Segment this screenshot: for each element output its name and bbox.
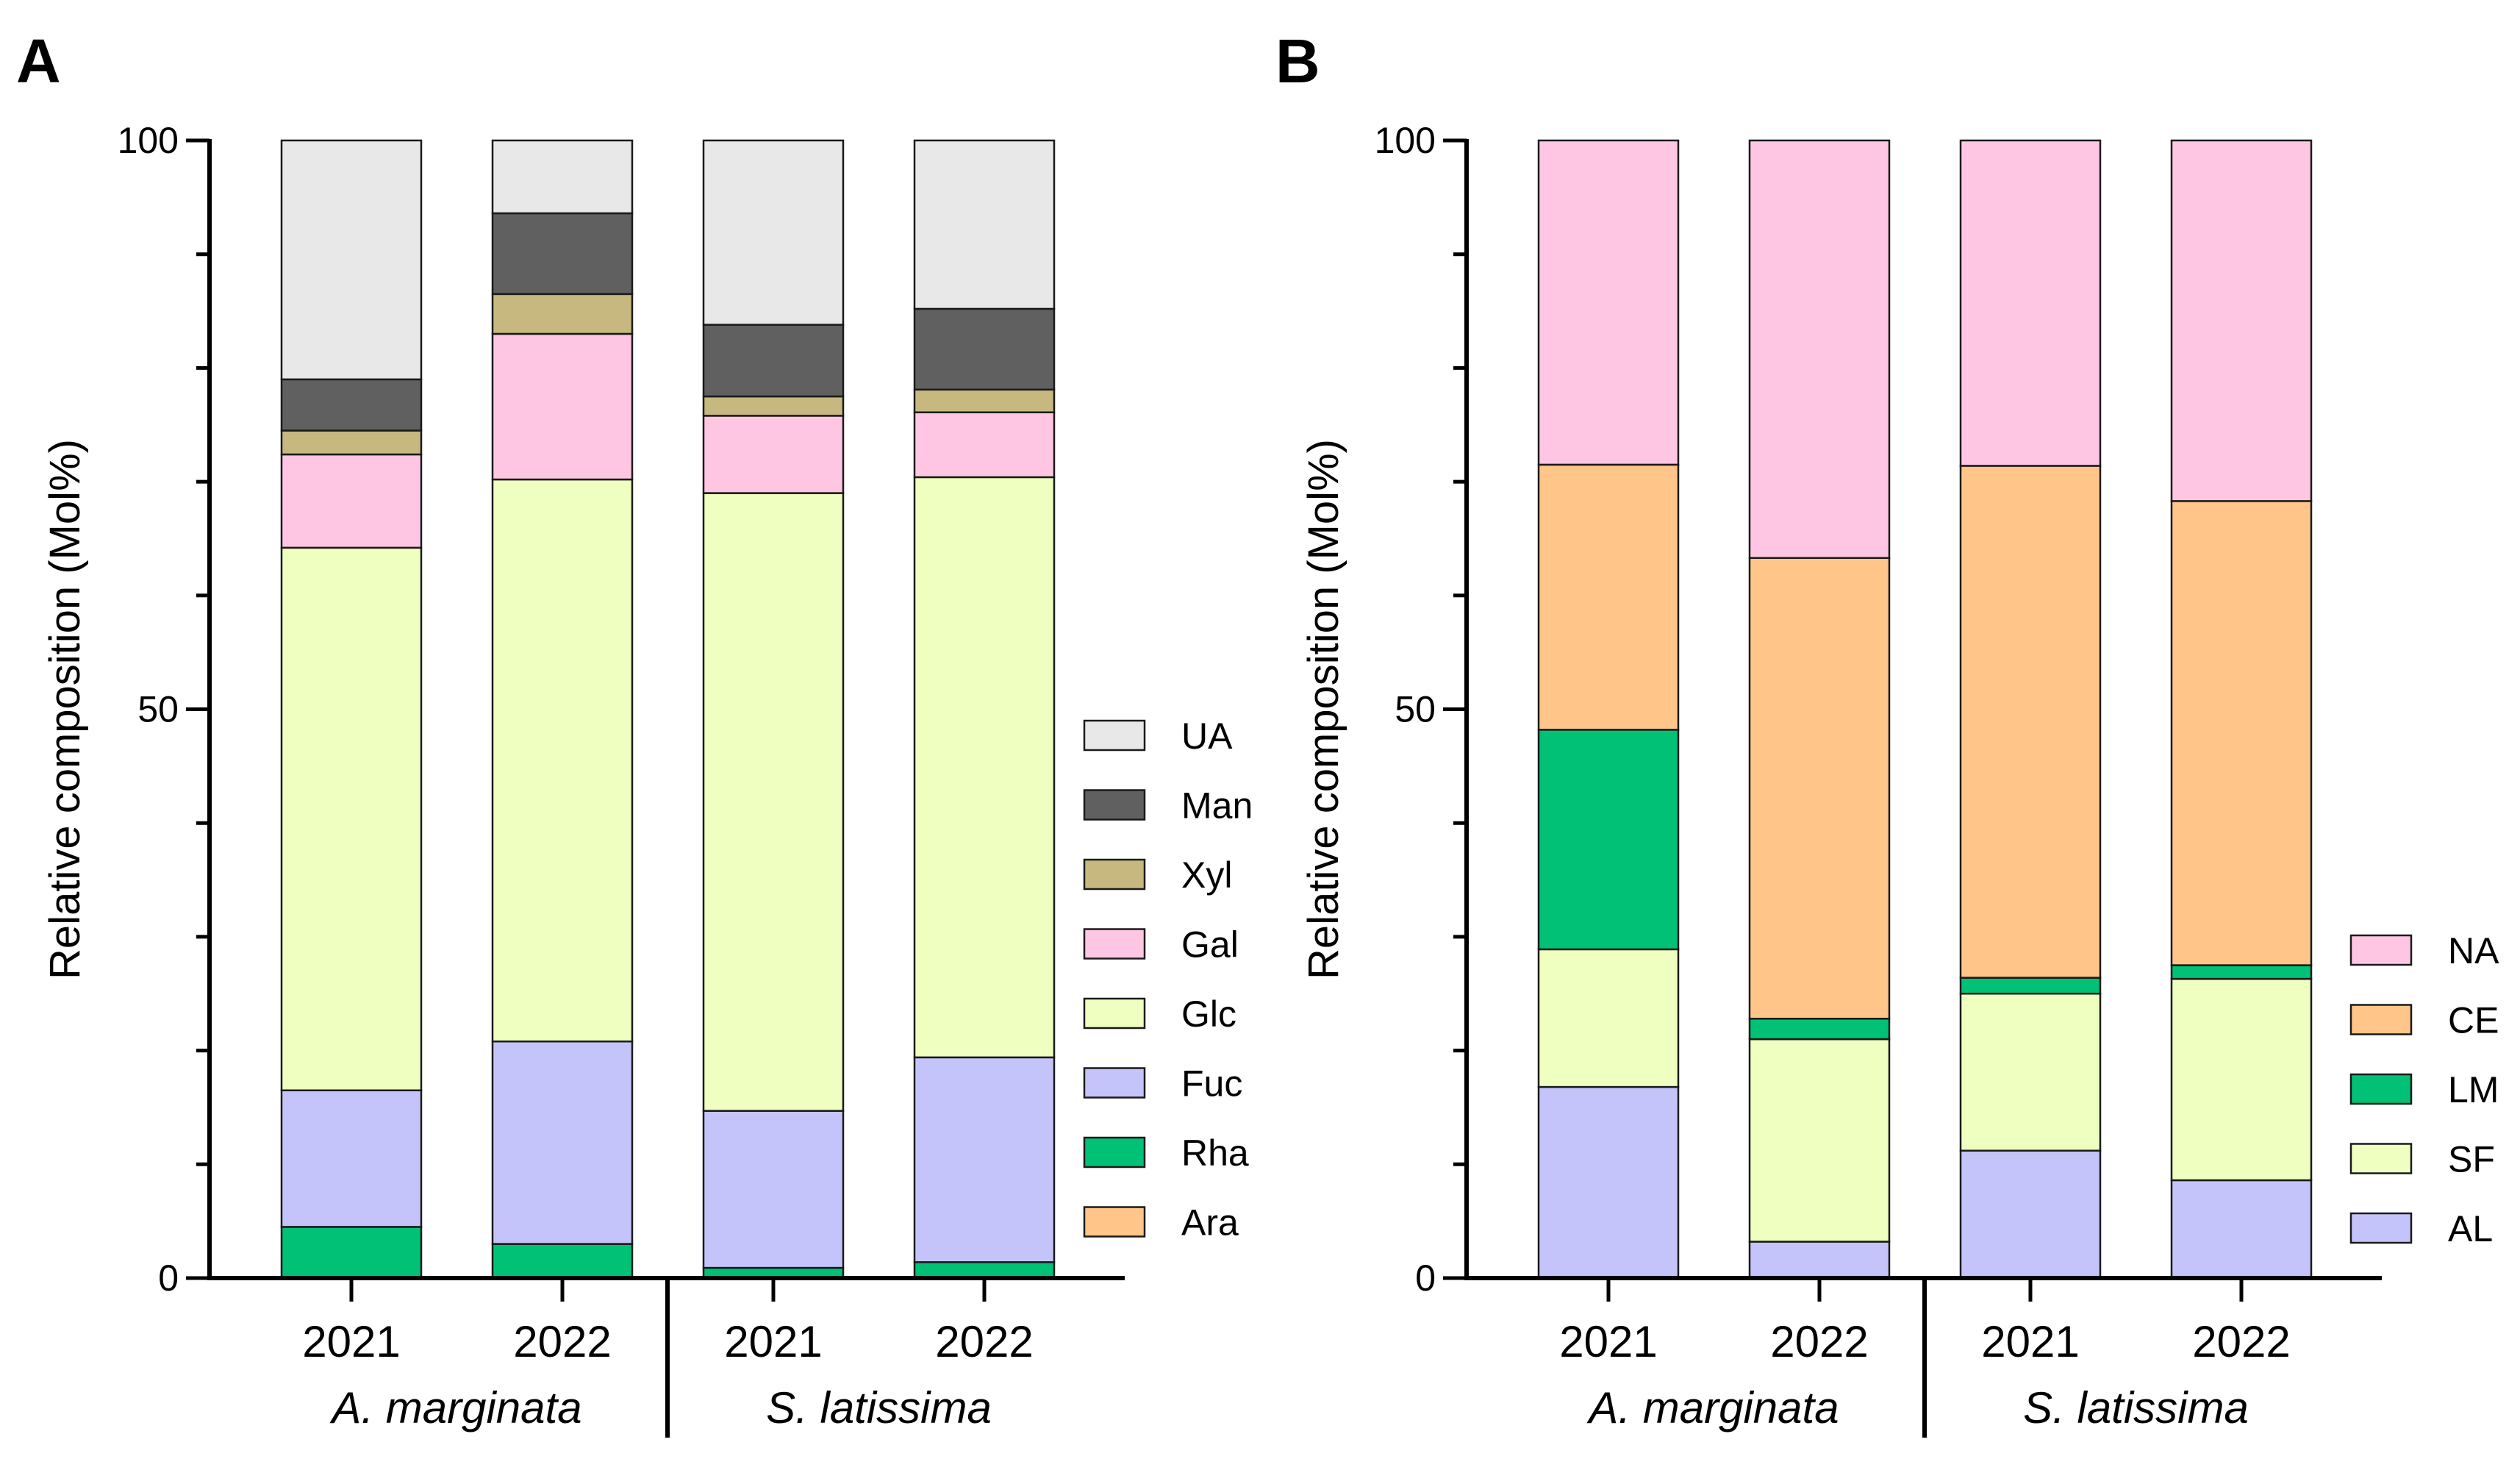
legend-swatch-ua bbox=[1083, 719, 1146, 752]
panel-b-letter: B bbox=[1275, 26, 1320, 96]
y-axis-label: Relative composition (Mol%) bbox=[1300, 439, 1347, 980]
y-tick-label: 0 bbox=[158, 1257, 179, 1299]
legend-swatch-glc bbox=[1083, 997, 1146, 1030]
bar-segment-al-1 bbox=[1748, 1241, 1891, 1280]
panel-b-chart: B 0 50 100 Relative composition (Mol%) 2021 2… bbox=[1275, 26, 2499, 1438]
legend-label-glc: Glc bbox=[1181, 993, 1236, 1035]
legend-swatch-al bbox=[2349, 1212, 2413, 1244]
bar-segment-fuc-2 bbox=[702, 1110, 845, 1269]
legend-label-sf: SF bbox=[2448, 1139, 2495, 1180]
y-tick-label: 100 bbox=[118, 120, 179, 161]
bar-segment-ce-2 bbox=[1959, 465, 2102, 979]
legend-label-gal: Gal bbox=[1181, 924, 1239, 966]
bar-segment-man-2 bbox=[702, 324, 845, 398]
bar-segment-ua-0 bbox=[280, 139, 423, 381]
bar-segment-fuc-0 bbox=[280, 1089, 423, 1228]
legend-label-ara: Ara bbox=[1181, 1202, 1239, 1244]
bar-segment-glc-3 bbox=[913, 476, 1056, 1059]
bar-segment-rha-0 bbox=[280, 1226, 423, 1280]
group-label: S. latissima bbox=[766, 1383, 992, 1432]
bar-segment-ua-2 bbox=[702, 139, 845, 326]
bar-segment-sf-2 bbox=[1959, 993, 2102, 1152]
legend-swatch-xyl bbox=[1083, 858, 1146, 891]
panel-a-letter: A bbox=[16, 26, 61, 96]
bar-segment-rha-1 bbox=[491, 1243, 634, 1280]
legend-label-man: Man bbox=[1181, 785, 1253, 827]
x-category-label: 2022 bbox=[935, 1317, 1033, 1366]
x-category-label: 2021 bbox=[1559, 1317, 1657, 1366]
bar-segment-glc-0 bbox=[280, 546, 423, 1091]
bar-segment-lm-1 bbox=[1748, 1018, 1891, 1041]
bar-segment-gal-2 bbox=[702, 415, 845, 494]
bar-segment-na-1 bbox=[1748, 139, 1891, 559]
y-axis-label: Relative composition (Mol%) bbox=[41, 439, 89, 980]
bar-segment-gal-3 bbox=[913, 411, 1056, 479]
bar-segment-ce-1 bbox=[1748, 557, 1891, 1020]
bar-segment-al-3 bbox=[2170, 1179, 2313, 1280]
x-category-label: 2022 bbox=[1770, 1317, 1868, 1366]
x-category-label: 2021 bbox=[1981, 1317, 2079, 1366]
legend-swatch-ce bbox=[2349, 1004, 2413, 1035]
y-tick-label: 50 bbox=[137, 689, 179, 730]
panel-a-chart: A 0 50 100 Relative composition (Mol%) 2021 2… bbox=[16, 26, 1253, 1438]
bar-segment-glc-1 bbox=[491, 478, 634, 1043]
bar-segment-na-0 bbox=[1537, 139, 1680, 466]
bar-segment-lm-3 bbox=[2170, 964, 2313, 980]
y-tick-label: 50 bbox=[1395, 689, 1436, 730]
legend-swatch-rha bbox=[1083, 1136, 1146, 1168]
x-category-label: 2021 bbox=[724, 1317, 822, 1366]
legend-swatch-gal bbox=[1083, 928, 1146, 960]
group-label: A. marginata bbox=[1586, 1383, 1839, 1432]
bar-segment-ua-1 bbox=[491, 139, 634, 215]
bar-segment-ua-3 bbox=[913, 139, 1056, 310]
bar-segment-lm-0 bbox=[1537, 729, 1680, 951]
bar-segment-sf-3 bbox=[2170, 977, 2313, 1182]
bar-segment-sf-1 bbox=[1748, 1038, 1891, 1243]
group-label: S. latissima bbox=[2023, 1383, 2249, 1432]
bar-segment-al-0 bbox=[1537, 1085, 1680, 1280]
legend-swatch-lm bbox=[2349, 1073, 2413, 1105]
legend-label-na: NA bbox=[2448, 930, 2499, 971]
bar-segment-na-3 bbox=[2170, 139, 2313, 502]
bar-segment-sf-0 bbox=[1537, 948, 1680, 1088]
x-category-label: 2021 bbox=[302, 1317, 400, 1366]
bar-segment-gal-0 bbox=[280, 453, 423, 549]
bar-segment-gal-1 bbox=[491, 332, 634, 481]
bar-segment-man-1 bbox=[491, 212, 634, 296]
group-label: A. marginata bbox=[329, 1383, 581, 1432]
legend-swatch-fuc bbox=[1083, 1067, 1146, 1099]
legend-swatch-man bbox=[1083, 789, 1146, 821]
legend-label-al: AL bbox=[2448, 1208, 2493, 1249]
bar-segment-rha-3 bbox=[913, 1261, 1056, 1280]
x-category-label: 2022 bbox=[2192, 1317, 2290, 1366]
legend-label-ua: UA bbox=[1181, 716, 1233, 757]
bar-segment-xyl-0 bbox=[280, 429, 423, 456]
legend-label-xyl: Xyl bbox=[1181, 854, 1232, 896]
bar-segment-lm-2 bbox=[1959, 977, 2102, 995]
bar-segment-fuc-1 bbox=[491, 1040, 634, 1245]
legend-label-lm: LM bbox=[2448, 1069, 2499, 1110]
bar-segment-na-2 bbox=[1959, 139, 2102, 467]
bar-segment-ce-3 bbox=[2170, 500, 2313, 966]
legend-swatch-sf bbox=[2349, 1143, 2413, 1174]
bar-segment-xyl-2 bbox=[702, 395, 845, 417]
x-category-label: 2022 bbox=[513, 1317, 611, 1366]
legend-label-rha: Rha bbox=[1181, 1132, 1249, 1174]
bar-segment-xyl-1 bbox=[491, 293, 634, 335]
bar-segment-ce-0 bbox=[1537, 463, 1680, 731]
legend-label-ce: CE bbox=[2448, 1000, 2499, 1041]
y-tick-label: 0 bbox=[1415, 1257, 1436, 1299]
legend-swatch-ara bbox=[1083, 1206, 1146, 1238]
bar-segment-man-3 bbox=[913, 307, 1056, 391]
bar-segment-fuc-3 bbox=[913, 1056, 1056, 1263]
bar-segment-glc-2 bbox=[702, 492, 845, 1112]
bar-segment-xyl-3 bbox=[913, 388, 1056, 413]
legend-swatch-na bbox=[2349, 934, 2413, 966]
legend-label-fuc: Fuc bbox=[1181, 1063, 1242, 1105]
bar-segment-al-2 bbox=[1959, 1149, 2102, 1280]
bar-segment-man-0 bbox=[280, 378, 423, 432]
y-tick-label: 100 bbox=[1375, 120, 1436, 161]
